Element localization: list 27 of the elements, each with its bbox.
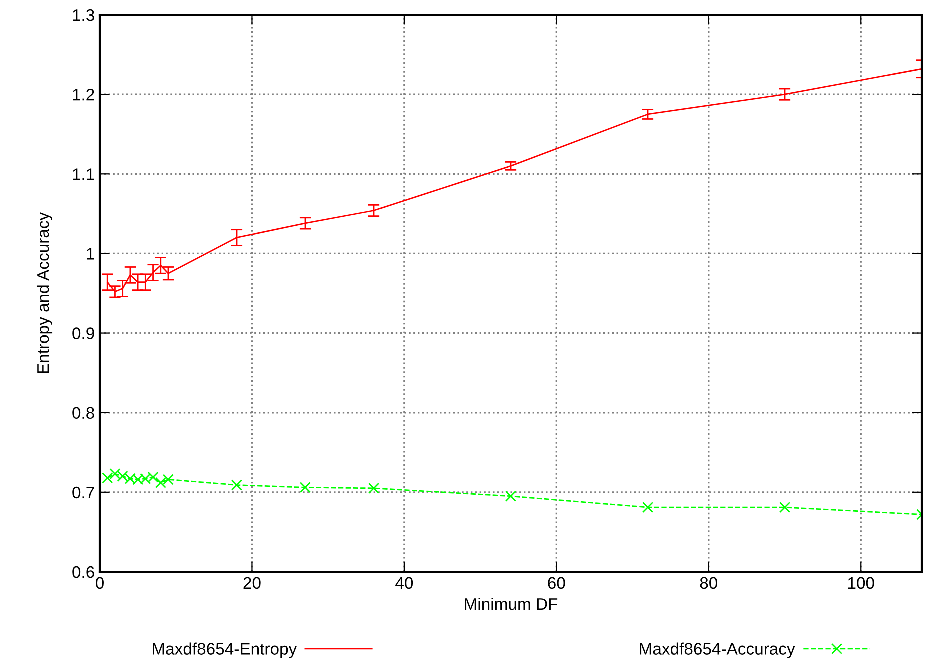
point	[642, 502, 654, 514]
y-tick-label: 1.3	[73, 9, 94, 22]
point	[779, 502, 791, 514]
point	[102, 472, 114, 484]
x-tick-label: 40	[396, 577, 414, 590]
x-axis-title: Minimum DF	[465, 598, 558, 610]
point	[162, 474, 174, 486]
point	[505, 490, 517, 502]
y-tick-label: 0.7	[72, 486, 94, 499]
y-axis-title: Entropy and Accuracy	[36, 212, 53, 374]
y-tick-label: 1.1	[73, 168, 94, 180]
x-tick-label: 60	[548, 577, 566, 590]
point	[231, 480, 243, 491]
y-tick-label: 0.6	[72, 566, 94, 578]
x-tick-label: 100	[848, 577, 874, 590]
y-tick-label: 0.8	[72, 407, 94, 420]
y-tick-label: 1	[87, 248, 94, 260]
legend-label: Maxdf8654-Accuracy	[640, 642, 796, 658]
x-tick-label: 80	[700, 577, 718, 590]
point	[300, 482, 312, 494]
y-tick-label: 0.9	[72, 328, 94, 340]
x-tick-label: 20	[244, 577, 261, 590]
legend-label: Maxdf8654-Entropy	[153, 642, 298, 658]
y-tick-label: 1.2	[73, 88, 94, 101]
point	[155, 477, 166, 488]
x-tick-label: 0	[96, 577, 104, 590]
point	[368, 482, 380, 494]
